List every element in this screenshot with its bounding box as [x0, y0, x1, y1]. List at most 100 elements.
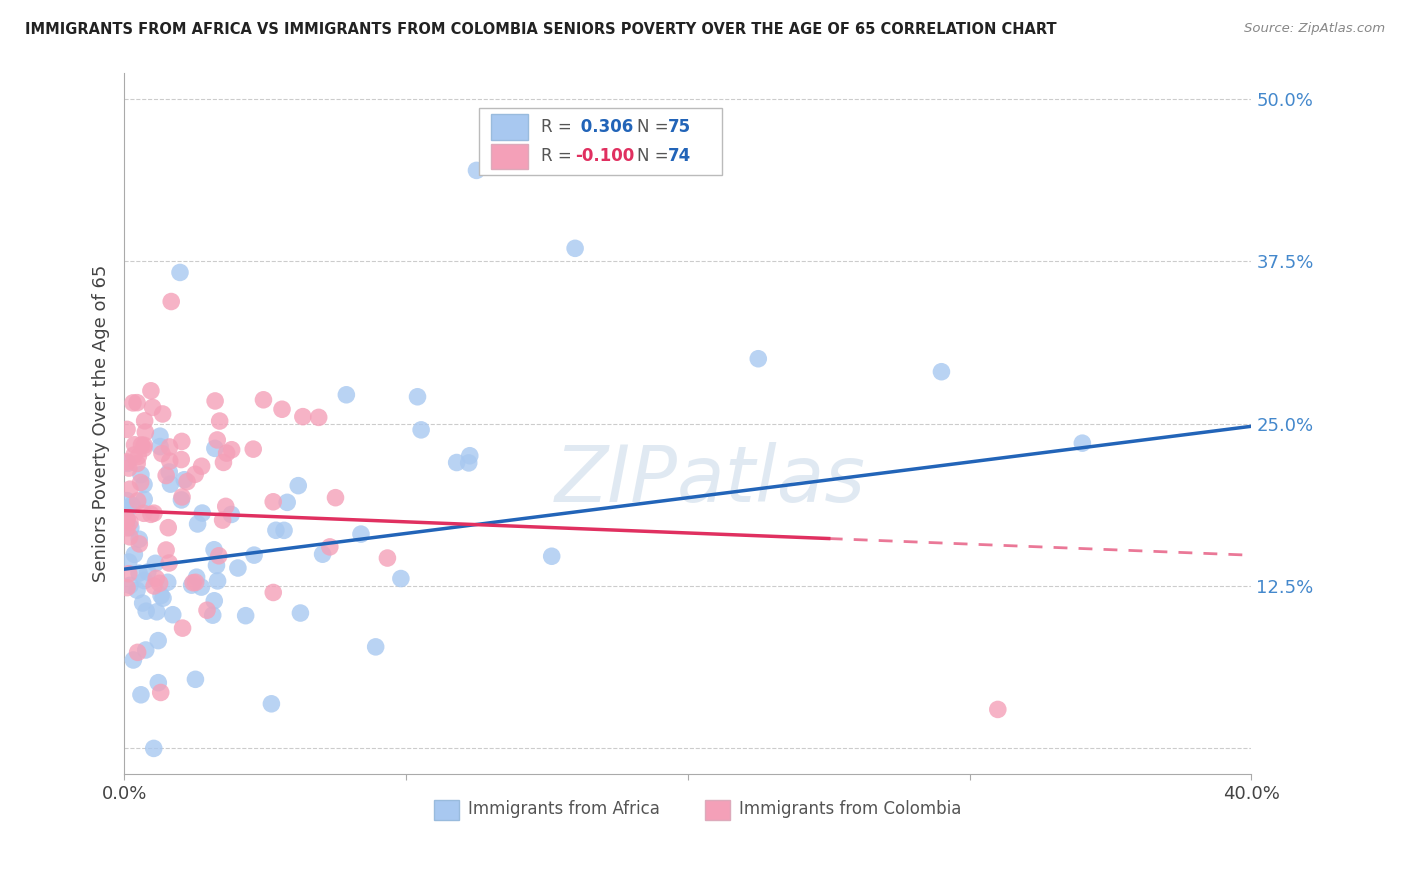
Point — [287, 478, 309, 492]
Point — [150, 447, 173, 461]
Point — [276, 495, 298, 509]
Point — [128, 533, 150, 547]
FancyBboxPatch shape — [491, 144, 527, 169]
Point — [135, 604, 157, 618]
Point — [149, 685, 172, 699]
Point — [134, 492, 156, 507]
Point — [190, 580, 212, 594]
Point — [122, 396, 145, 410]
Point — [204, 442, 226, 456]
Point — [290, 606, 312, 620]
Point — [172, 621, 194, 635]
Point — [146, 633, 169, 648]
Y-axis label: Seniors Poverty Over the Age of 65: Seniors Poverty Over the Age of 65 — [93, 265, 110, 582]
Point — [150, 589, 173, 603]
Point — [190, 459, 212, 474]
Point — [118, 500, 141, 515]
Point — [201, 608, 224, 623]
Point — [152, 407, 174, 421]
Text: 0.306: 0.306 — [575, 118, 633, 136]
Point — [211, 513, 233, 527]
Point — [134, 438, 156, 452]
Point — [176, 475, 198, 489]
Point — [152, 591, 174, 606]
Point — [465, 163, 488, 178]
Point — [118, 515, 141, 529]
Point — [115, 513, 138, 527]
Point — [325, 491, 347, 505]
Point — [184, 467, 207, 482]
Point — [226, 561, 249, 575]
Point — [242, 442, 264, 457]
Point — [142, 506, 165, 520]
Point — [364, 640, 387, 654]
Point — [931, 365, 953, 379]
Point — [121, 498, 143, 512]
Point — [406, 390, 429, 404]
Point — [132, 506, 155, 520]
Point — [134, 425, 156, 439]
Point — [252, 392, 274, 407]
Point — [118, 461, 141, 475]
Point — [186, 570, 208, 584]
Point — [747, 351, 769, 366]
Point — [115, 511, 138, 525]
Point — [148, 675, 170, 690]
Point — [221, 508, 243, 522]
Point — [458, 449, 481, 463]
Text: N =: N = — [637, 147, 673, 165]
Point — [350, 527, 373, 541]
Point — [160, 294, 183, 309]
Point — [149, 429, 172, 443]
Point — [159, 454, 181, 468]
FancyBboxPatch shape — [479, 108, 721, 175]
FancyBboxPatch shape — [491, 114, 527, 140]
Point — [191, 506, 214, 520]
Point — [149, 576, 172, 591]
Text: N =: N = — [637, 118, 673, 136]
Point — [115, 581, 138, 595]
Text: -0.100: -0.100 — [575, 147, 634, 165]
Point — [157, 556, 180, 570]
Point — [127, 457, 149, 471]
Point — [208, 549, 231, 563]
Point — [145, 571, 167, 585]
Point — [135, 643, 157, 657]
Point — [134, 414, 156, 428]
Text: Immigrants from Africa: Immigrants from Africa — [468, 800, 659, 819]
Point — [235, 608, 257, 623]
Point — [264, 523, 287, 537]
Point — [129, 688, 152, 702]
Point — [181, 575, 204, 590]
Point — [157, 465, 180, 479]
Point — [987, 702, 1010, 716]
Point — [184, 673, 207, 687]
Point — [187, 516, 209, 531]
Point — [149, 440, 172, 454]
Point — [122, 448, 145, 462]
Point — [195, 603, 218, 617]
Point — [145, 557, 167, 571]
Point — [202, 542, 225, 557]
Point — [115, 521, 138, 535]
Point — [134, 574, 156, 588]
Text: 74: 74 — [668, 147, 690, 165]
Point — [207, 574, 229, 588]
Point — [205, 558, 228, 573]
Point — [271, 402, 294, 417]
Point — [118, 530, 141, 544]
Point — [180, 578, 202, 592]
Point — [155, 468, 177, 483]
Point — [136, 565, 159, 579]
Point — [564, 241, 586, 255]
Point — [319, 540, 342, 554]
Point — [215, 446, 238, 460]
FancyBboxPatch shape — [434, 800, 458, 820]
Point — [260, 697, 283, 711]
Text: 75: 75 — [668, 118, 690, 136]
Point — [540, 549, 562, 564]
Point — [143, 579, 166, 593]
Point — [139, 508, 162, 522]
Point — [132, 477, 155, 491]
Point — [446, 456, 468, 470]
